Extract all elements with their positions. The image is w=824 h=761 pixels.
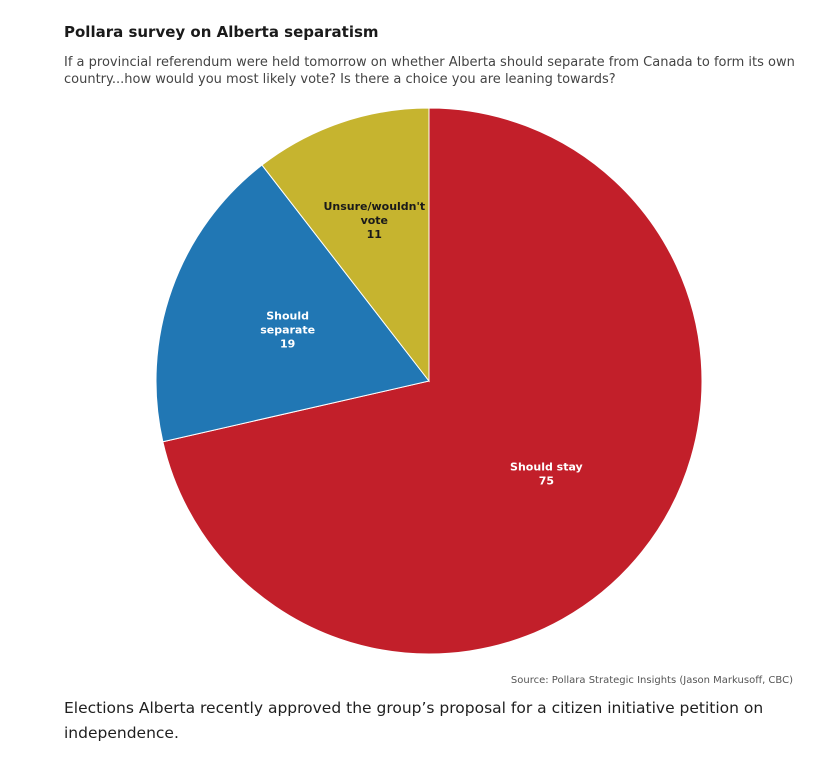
slice-value-unsure-wouldn-t-vote: 11 bbox=[367, 228, 382, 241]
slice-label-should-separate: Should bbox=[266, 309, 309, 322]
slice-label-should-separate: separate bbox=[260, 323, 315, 336]
slice-value-should-stay: 75 bbox=[539, 475, 554, 488]
chart-card: Pollara survey on Alberta separatism If … bbox=[64, 23, 795, 686]
article-paragraph: Elections Alberta recently approved the … bbox=[64, 699, 764, 742]
chart-subtitle: If a provincial referendum were held tom… bbox=[64, 55, 795, 87]
pie-slice-should-separate bbox=[155, 164, 430, 443]
chart-source: Source: Pollara Strategic Insights (Jaso… bbox=[510, 675, 793, 686]
slice-value-should-separate: 19 bbox=[280, 337, 295, 350]
chart-title: Pollara survey on Alberta separatism bbox=[64, 23, 379, 41]
pie-slice-should-stay bbox=[162, 107, 703, 655]
pie-slice-unsure-wouldn-t-vote bbox=[261, 107, 430, 383]
slice-label-unsure-wouldn-t-vote: vote bbox=[361, 214, 388, 227]
slice-label-unsure-wouldn-t-vote: Unsure/wouldn't bbox=[323, 200, 425, 213]
slice-label-should-stay: Should stay bbox=[510, 461, 583, 474]
